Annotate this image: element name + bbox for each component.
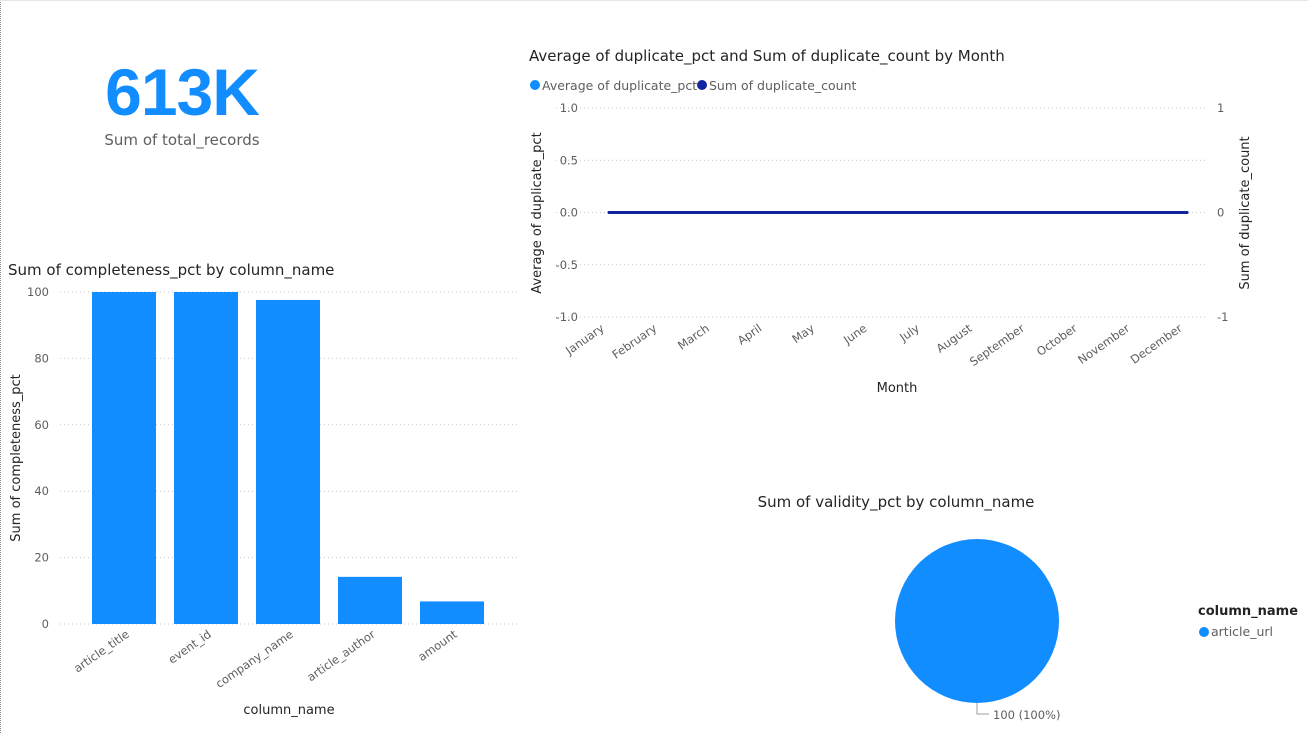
line-chart-x-axis-title: Month bbox=[877, 381, 918, 396]
line-y2-tick-label: -1 bbox=[1217, 310, 1228, 324]
bar-y-tick-label: 0 bbox=[42, 617, 49, 631]
line-chart-y2-axis-title: Sum of duplicate_count bbox=[1238, 136, 1253, 289]
legend-marker-duplicate-pct bbox=[530, 80, 540, 90]
bar-chart-y-axis-title: Sum of completeness_pct bbox=[9, 374, 24, 541]
bar-y-tick-label: 100 bbox=[27, 285, 49, 299]
bar-chart-x-axis-title: column_name bbox=[243, 703, 334, 718]
pie-chart-title: Sum of validity_pct by column_name bbox=[758, 493, 1035, 512]
pie-legend-marker-article-url bbox=[1199, 627, 1209, 637]
pie-slice-article-url[interactable] bbox=[895, 539, 1059, 703]
bar-chart-title: Sum of completeness_pct by column_name bbox=[8, 261, 334, 280]
line-y-tick-label: 0.0 bbox=[560, 206, 578, 220]
line-y-tick-label: -1.0 bbox=[556, 310, 578, 324]
line-legend: Average of duplicate_pct Sum of duplicat… bbox=[530, 78, 857, 93]
bar-y-tick-label: 80 bbox=[34, 351, 49, 365]
line-y2-tick-label: 0 bbox=[1217, 206, 1224, 220]
pie-legend-title: column_name bbox=[1198, 604, 1298, 619]
pie-legend-label-article-url: article_url bbox=[1211, 624, 1273, 639]
bar-y-tick-label: 20 bbox=[34, 551, 49, 565]
bar-event-id[interactable] bbox=[174, 292, 238, 624]
line-y-tick-label: -0.5 bbox=[556, 258, 578, 272]
legend-label-duplicate-count: Sum of duplicate_count bbox=[709, 78, 857, 93]
bar-article-author[interactable] bbox=[338, 576, 402, 624]
legend-label-duplicate-pct: Average of duplicate_pct bbox=[542, 78, 697, 93]
pie-data-label: 100 (100%) bbox=[993, 708, 1060, 722]
line-chart-title: Average of duplicate_pct and Sum of dupl… bbox=[529, 47, 1005, 66]
pie-data-label-leader bbox=[976, 703, 989, 715]
bar-amount[interactable] bbox=[420, 601, 484, 624]
line-y-tick-label: 1.0 bbox=[560, 101, 578, 115]
legend-marker-duplicate-count bbox=[697, 80, 707, 90]
bar-y-tick-label: 60 bbox=[34, 418, 49, 432]
kpi-card-value: 613K bbox=[105, 55, 260, 129]
line-y-tick-label: 0.5 bbox=[560, 153, 578, 167]
bar-article-title[interactable] bbox=[92, 292, 156, 624]
report-left-border bbox=[0, 0, 2, 733]
bar-company-name[interactable] bbox=[256, 299, 320, 624]
bar-y-tick-label: 40 bbox=[34, 484, 49, 498]
line-chart-y-axis-title: Average of duplicate_pct bbox=[530, 132, 545, 293]
line-y2-tick-label: 1 bbox=[1217, 101, 1224, 115]
kpi-card-label: Sum of total_records bbox=[104, 131, 260, 149]
report-top-border bbox=[0, 0, 1308, 1]
